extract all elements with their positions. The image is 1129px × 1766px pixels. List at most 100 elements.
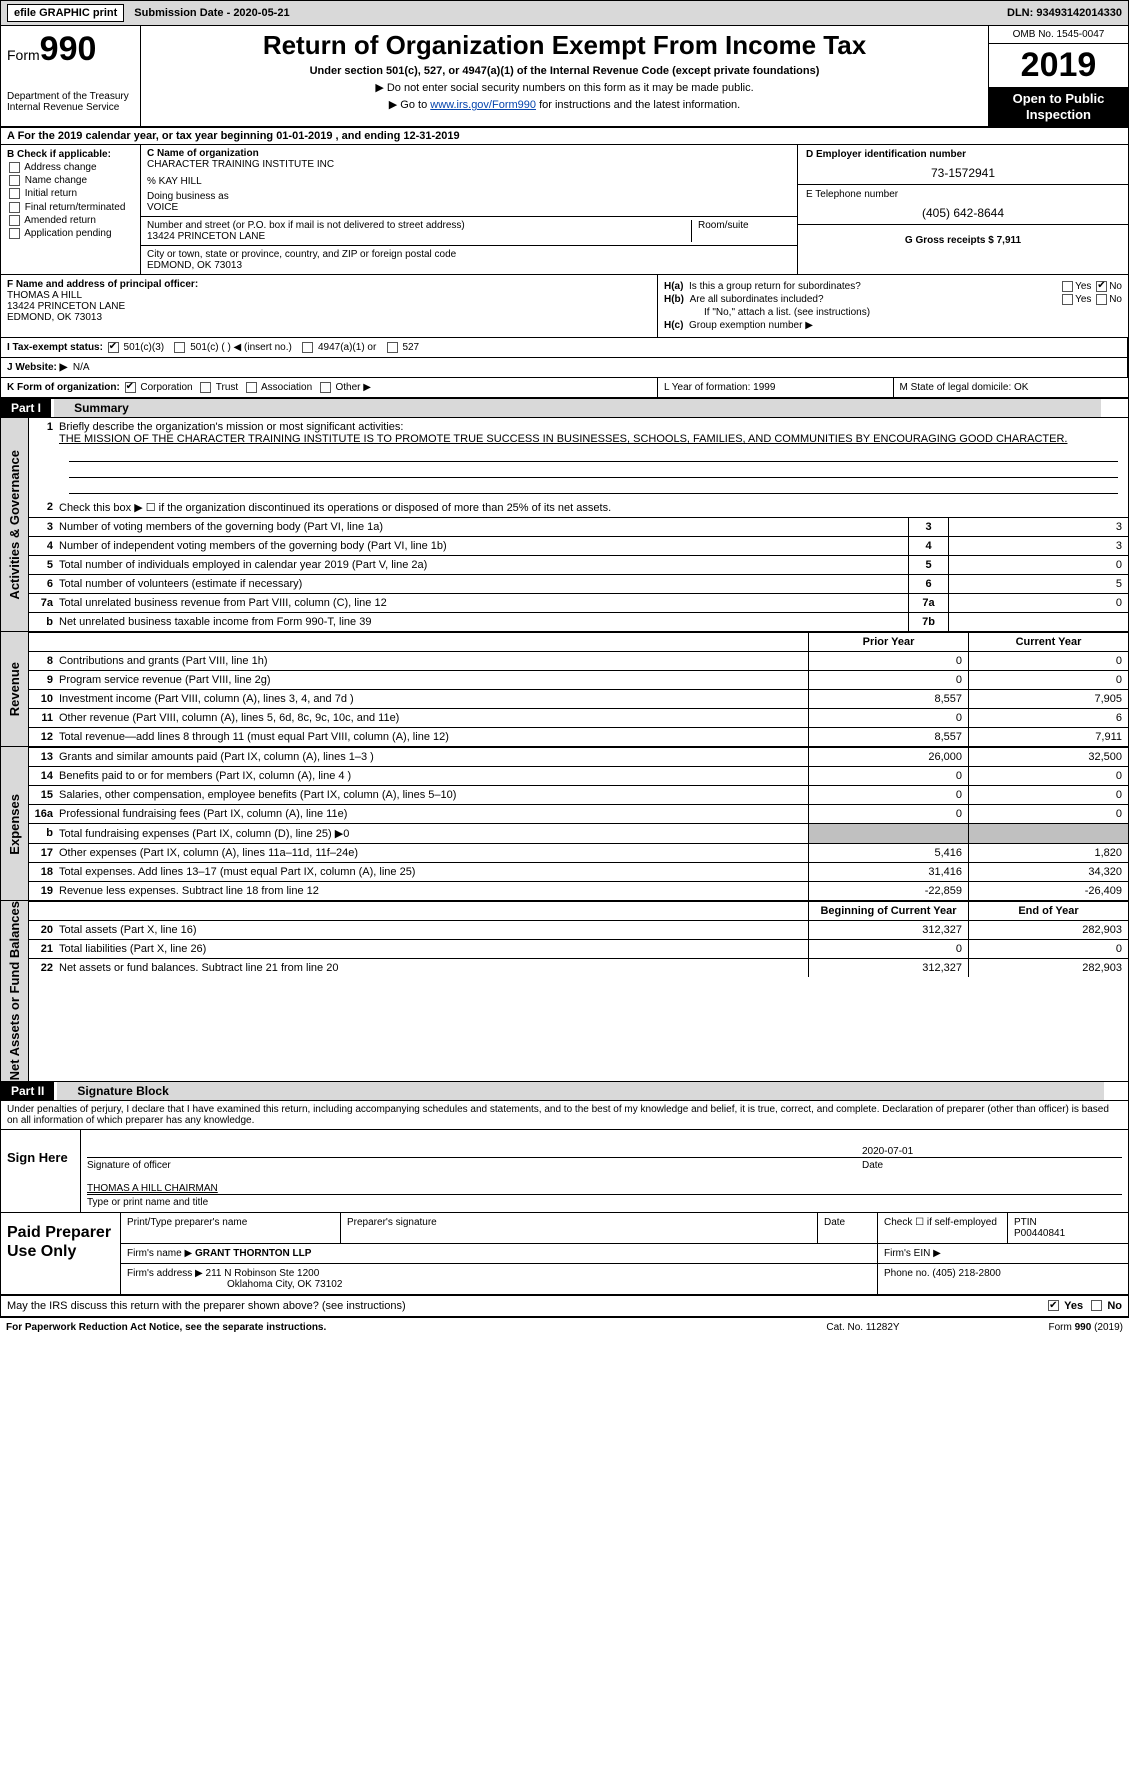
part1-header: Part I Summary — [1, 399, 1128, 418]
col-h-group: H(a) Is this a group return for subordin… — [658, 275, 1128, 337]
table-row: 18Total expenses. Add lines 13–17 (must … — [29, 862, 1128, 881]
table-row: 15Salaries, other compensation, employee… — [29, 785, 1128, 804]
chk-address-change[interactable]: Address change — [7, 162, 134, 173]
irs-label: Internal Revenue Service — [7, 102, 134, 113]
ptin-value: P00440841 — [1014, 1228, 1065, 1239]
ha-yes-checkbox[interactable] — [1062, 281, 1073, 292]
hdr-prior-year: Prior Year — [808, 633, 968, 651]
hb-yes-checkbox[interactable] — [1062, 294, 1073, 305]
sign-date: 2020-07-01 — [862, 1146, 1122, 1157]
chk-trust[interactable] — [200, 382, 211, 393]
row-a-tax-year: A For the 2019 calendar year, or tax yea… — [1, 128, 1128, 145]
preparer-date-hdr: Date — [818, 1213, 878, 1243]
chk-application-pending[interactable]: Application pending — [7, 228, 134, 239]
table-row: 22Net assets or fund balances. Subtract … — [29, 958, 1128, 977]
street-label: Number and street (or P.O. box if mail i… — [147, 220, 691, 231]
e-label: E Telephone number — [806, 189, 1120, 200]
irs-link[interactable]: www.irs.gov/Form990 — [430, 99, 536, 111]
row-fh: F Name and address of principal officer:… — [1, 275, 1128, 338]
firm-addr1: 211 N Robinson Ste 1200 — [206, 1268, 320, 1279]
line2: Check this box ▶ ☐ if the organization d… — [59, 501, 1124, 514]
chk-name-change[interactable]: Name change — [7, 175, 134, 186]
omb-number: OMB No. 1545-0047 — [989, 26, 1128, 44]
ha-no-checkbox[interactable] — [1096, 281, 1107, 292]
table-row: 8Contributions and grants (Part VIII, li… — [29, 651, 1128, 670]
sign-here-label: Sign Here — [1, 1130, 81, 1212]
form-of-org: K Form of organization: Corporation Trus… — [1, 378, 658, 397]
table-row: 12Total revenue—add lines 8 through 11 (… — [29, 727, 1128, 746]
vtab-activities: Activities & Governance — [1, 418, 29, 631]
hb-note: If "No," attach a list. (see instruction… — [664, 307, 1122, 318]
chk-other[interactable] — [320, 382, 331, 393]
section-revenue: Revenue Prior YearCurrent Year 8Contribu… — [1, 632, 1128, 747]
form-label: Form — [7, 47, 40, 63]
efile-print-button[interactable]: efile GRAPHIC print — [7, 4, 124, 22]
chk-501c[interactable] — [174, 342, 185, 353]
table-row: 17Other expenses (Part IX, column (A), l… — [29, 843, 1128, 862]
firm-addr-label: Firm's address ▶ — [127, 1268, 203, 1279]
hb-no-checkbox[interactable] — [1096, 294, 1107, 305]
chk-corporation[interactable] — [125, 382, 136, 393]
hdr-boy: Beginning of Current Year — [808, 902, 968, 920]
chk-amended[interactable]: Amended return — [7, 215, 134, 226]
section-activities-governance: Activities & Governance 1Briefly describ… — [1, 418, 1128, 632]
open-to-public: Open to Public Inspection — [989, 87, 1128, 126]
self-employed-check[interactable]: Check ☐ if self-employed — [878, 1213, 1008, 1243]
phone-value: (405) 642-8644 — [806, 206, 1120, 220]
officer-name-title: THOMAS A HILL CHAIRMAN — [87, 1183, 1122, 1194]
header-left: Form990 Department of the Treasury Inter… — [1, 26, 141, 126]
section-bcde: B Check if applicable: Address change Na… — [1, 145, 1128, 275]
note2-prefix: ▶ Go to — [389, 99, 430, 111]
line7b-val — [948, 613, 1128, 631]
line7a-val: 0 — [948, 594, 1128, 612]
line4-text: Number of independent voting members of … — [59, 540, 447, 552]
line4-num: 4 — [908, 537, 948, 555]
submission-date: Submission Date - 2020-05-21 — [134, 7, 289, 19]
chk-527[interactable] — [387, 342, 398, 353]
mission-blank-line — [69, 466, 1118, 478]
may-discuss-row: May the IRS discuss this return with the… — [1, 1296, 1128, 1317]
line7a-num: 7a — [908, 594, 948, 612]
ha-label: H(a) — [664, 281, 683, 292]
mission-blank-line — [69, 450, 1118, 462]
perjury-statement: Under penalties of perjury, I declare th… — [1, 1101, 1128, 1130]
tax-exempt-status: I Tax-exempt status: 501(c)(3) 501(c) ( … — [1, 338, 1128, 357]
state-domicile: M State of legal domicile: OK — [894, 378, 1129, 397]
ha-text: Is this a group return for subordinates? — [689, 281, 861, 292]
form-subtitle: Under section 501(c), 527, or 4947(a)(1)… — [147, 65, 982, 77]
header-right: OMB No. 1545-0047 2019 Open to Public In… — [988, 26, 1128, 126]
chk-association[interactable] — [246, 382, 257, 393]
i-label: I Tax-exempt status: — [7, 342, 103, 353]
discuss-yes-checkbox[interactable] — [1048, 1300, 1059, 1311]
paid-preparer-label: Paid Preparer Use Only — [1, 1213, 121, 1294]
firm-ein-label: Firm's EIN ▶ — [878, 1244, 1128, 1263]
form-note2: ▶ Go to www.irs.gov/Form990 for instruct… — [147, 98, 982, 111]
section-expenses: Expenses 13Grants and similar amounts pa… — [1, 747, 1128, 901]
care-of: % KAY HILL — [147, 176, 791, 187]
section-net-assets: Net Assets or Fund Balances Beginning of… — [1, 901, 1128, 1081]
officer-name: THOMAS A HILL — [7, 290, 651, 301]
officer-street: 13424 PRINCETON LANE — [7, 301, 651, 312]
line3-text: Number of voting members of the governin… — [59, 521, 383, 533]
discuss-no-checkbox[interactable] — [1091, 1300, 1102, 1311]
line4-val: 3 — [948, 537, 1128, 555]
firm-name-label: Firm's name ▶ — [127, 1248, 192, 1259]
note2-suffix: for instructions and the latest informat… — [536, 99, 740, 111]
chk-501c3[interactable] — [108, 342, 119, 353]
hc-label: H(c) — [664, 320, 683, 331]
hc-text: Group exemption number ▶ — [689, 320, 813, 331]
header-middle: Return of Organization Exempt From Incom… — [141, 26, 988, 126]
col-de: D Employer identification number 73-1572… — [798, 145, 1128, 274]
sig-officer-label: Signature of officer — [87, 1160, 862, 1171]
line6-text: Total number of volunteers (estimate if … — [59, 578, 302, 590]
firm-name: GRANT THORNTON LLP — [195, 1248, 311, 1259]
form-ref: Form 990 (2019) — [963, 1322, 1123, 1333]
chk-final-return[interactable]: Final return/terminated — [7, 202, 134, 213]
chk-initial-return[interactable]: Initial return — [7, 188, 134, 199]
chk-4947[interactable] — [302, 342, 313, 353]
ptin-label: PTIN — [1014, 1217, 1037, 1228]
city-value: EDMOND, OK 73013 — [147, 260, 791, 271]
c-label: C Name of organization — [147, 148, 791, 159]
line3-num: 3 — [908, 518, 948, 536]
form-title: Return of Organization Exempt From Incom… — [147, 30, 982, 61]
